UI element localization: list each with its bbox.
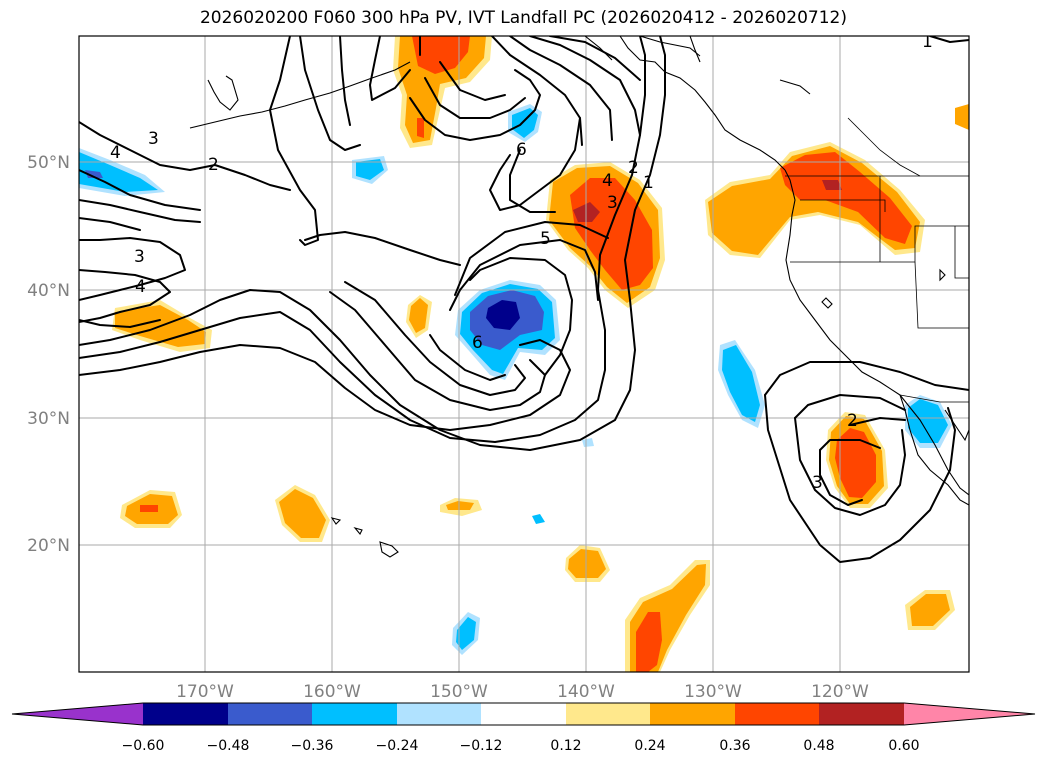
- longitude-labels: 170°W 160°W 150°W 140°W 130°W 120°W: [176, 682, 869, 702]
- shade-negative: [486, 300, 520, 330]
- shade-positive: [780, 152, 912, 244]
- lon-label: 150°W: [430, 682, 488, 702]
- shade-positive: [636, 612, 662, 672]
- lat-label: 50°N: [27, 153, 70, 173]
- contour-label: 4: [135, 277, 146, 297]
- colorbar-segment: [312, 703, 397, 725]
- colorbar-tick-label: 0.36: [719, 738, 750, 754]
- latitude-labels: 50°N 40°N 30°N 20°N: [27, 153, 70, 556]
- shade-positive: [955, 104, 969, 130]
- contour-label: 2: [628, 158, 639, 178]
- lon-label: 140°W: [557, 682, 615, 702]
- contour-label: 6: [516, 140, 527, 160]
- lat-label: 30°N: [27, 409, 70, 429]
- colorbar-outline: [11, 702, 1036, 726]
- shade-positive: [417, 118, 424, 138]
- contour-label: 4: [602, 171, 613, 191]
- shade-negative: [85, 170, 103, 178]
- colorbar-extend-low: [12, 703, 143, 725]
- colorbar-tick-label: 0.12: [550, 738, 581, 754]
- colorbar-tick-label: 0.60: [888, 738, 919, 754]
- lon-label: 120°W: [811, 682, 869, 702]
- shade-negative: [356, 159, 384, 180]
- political-borders: [785, 117, 969, 403]
- lon-label: 160°W: [303, 682, 361, 702]
- shade-negative: [456, 617, 476, 650]
- shade-positive: [910, 594, 950, 626]
- contour-label: 3: [607, 193, 618, 213]
- colorbar-segment: [143, 703, 228, 725]
- shade-negative: [512, 108, 538, 138]
- colorbar-tick-label: −0.60: [122, 738, 165, 754]
- shade-negative: [532, 514, 545, 524]
- shade-positive: [708, 146, 920, 255]
- shade-negative: [722, 345, 760, 422]
- shade-positive: [412, 36, 470, 74]
- contour-label: 3: [148, 129, 159, 149]
- colorbar-tick-label: −0.24: [376, 738, 419, 754]
- shade-positive: [822, 180, 842, 190]
- colorbar-tick-label: −0.36: [291, 738, 334, 754]
- colorbar-segment: [566, 703, 650, 725]
- colorbar-tick-label: −0.12: [460, 738, 503, 754]
- shade-positive: [568, 549, 606, 578]
- colorbar-tick-label: 0.24: [634, 738, 665, 754]
- contour-label: 2: [847, 411, 858, 431]
- contour-label: 3: [134, 247, 145, 267]
- contour-label: 4: [110, 143, 121, 163]
- map-title: 2026020200 F060 300 hPa PV, IVT Landfall…: [199, 8, 847, 28]
- colorbar-segment: [481, 703, 566, 725]
- map-plot-area: 4 3 2 3 4 6 5 4 3 2 1 6 2 3 1: [79, 32, 969, 672]
- colorbar-segment: [819, 703, 904, 725]
- map-frame: [78, 35, 970, 673]
- lon-label: 130°W: [684, 682, 742, 702]
- colorbar-segment: [397, 703, 481, 725]
- contour-label: 6: [472, 333, 483, 353]
- shade-positive: [279, 489, 326, 538]
- pv-contours: [79, 36, 969, 563]
- shade-negative: [908, 399, 948, 443]
- colorbar-segment: [650, 703, 735, 725]
- contour-label: 1: [643, 173, 654, 193]
- colorbar-tick-label: 0.48: [803, 738, 834, 754]
- lat-label: 40°N: [27, 281, 70, 301]
- colorbar: −0.60 −0.48 −0.36 −0.24 −0.12 0.12 0.24 …: [11, 702, 1036, 754]
- shade-positive: [835, 428, 876, 498]
- colorbar-segment: [735, 703, 819, 725]
- shade-negative: [582, 438, 594, 447]
- contour-label: 1: [922, 32, 933, 52]
- lon-label: 170°W: [176, 682, 234, 702]
- shading-layer: [79, 36, 969, 672]
- contour-label: 2: [208, 155, 219, 175]
- shade-positive: [409, 298, 428, 333]
- shade-positive: [140, 505, 158, 512]
- colorbar-tick-label: −0.48: [207, 738, 250, 754]
- contour-label: 5: [540, 229, 551, 249]
- contour-label: 3: [812, 473, 823, 493]
- colorbar-segment: [228, 703, 312, 725]
- contour-labels: 4 3 2 3 4 6 5 4 3 2 1 6 2 3 1: [110, 32, 933, 493]
- map-background: [79, 36, 969, 672]
- lat-label: 20°N: [27, 536, 70, 556]
- shade-positive: [446, 501, 474, 510]
- colorbar-extend-high: [904, 703, 1035, 725]
- coastlines: [189, 36, 969, 558]
